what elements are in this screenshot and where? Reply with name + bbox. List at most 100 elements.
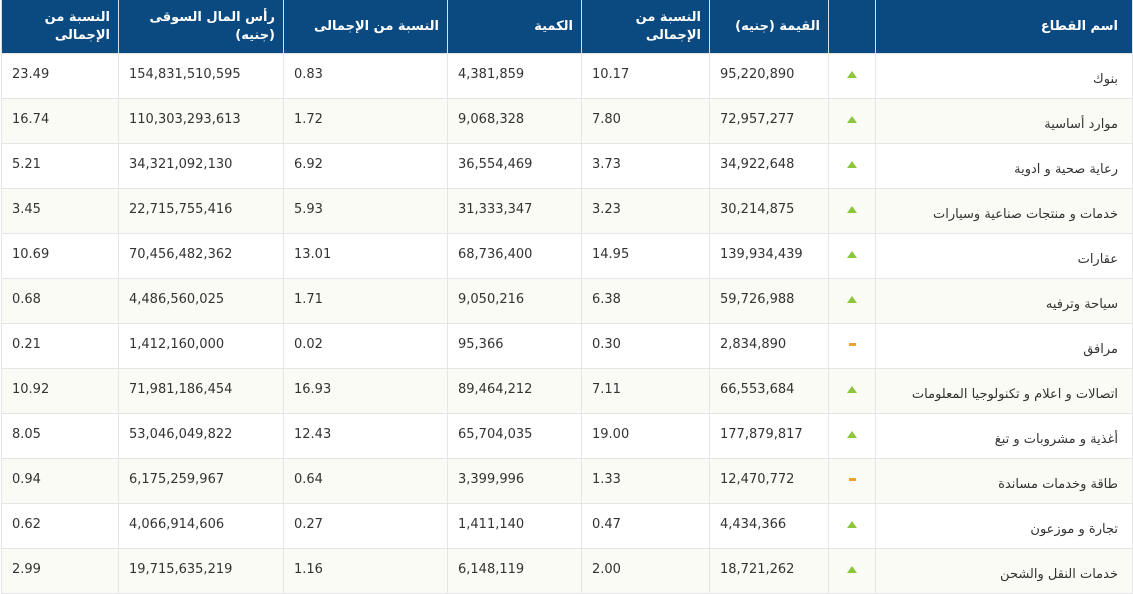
header-market-cap[interactable]: رأس المال السوقى (جنيه) [118, 0, 284, 54]
up-arrow-icon [847, 115, 857, 123]
up-arrow-icon [847, 520, 857, 528]
trend-cell [828, 53, 876, 99]
quantity-cell: 9,050,216 [447, 278, 582, 324]
table-row[interactable]: طاقة وخدمات مساندة 12,470,772 1.33 3,399,99… [1, 458, 1133, 504]
up-arrow-icon [847, 295, 857, 303]
value-cell: 2,834,890 [709, 323, 829, 369]
table-row[interactable]: بنوك 95,220,890 10.17 4,381,859 0.83 154,831,… [1, 53, 1133, 99]
quantity-cell: 31,333,347 [447, 188, 582, 234]
quantity-pct-cell: 12.43 [283, 413, 448, 459]
value-pct-cell: 2.00 [581, 548, 710, 594]
quantity-pct-cell: 1.72 [283, 98, 448, 144]
value-cell: 12,470,772 [709, 458, 829, 504]
table-row[interactable]: سياحة وترفيه 59,726,988 6.38 9,050,216 1.71 4… [1, 278, 1133, 324]
sector-name-cell[interactable]: موارد أساسية [875, 98, 1133, 144]
value-pct-cell: 10.17 [581, 53, 710, 99]
table-row[interactable]: عقارات 139,934,439 14.95 68,736,400 13.01 70,… [1, 233, 1133, 279]
header-value-pct[interactable]: النسبة من الإجمالى [581, 0, 710, 54]
quantity-cell: 3,399,996 [447, 458, 582, 504]
sector-name-cell[interactable]: أغذية و مشروبات و تبغ [875, 413, 1133, 459]
sector-name-cell[interactable]: اتصالات و اعلام و تكنولوجيا المعلومات [875, 368, 1133, 414]
sector-name-cell[interactable]: طاقة وخدمات مساندة [875, 458, 1133, 504]
market-cap-pct-cell: 2.99 [1, 548, 119, 594]
up-arrow-icon [847, 70, 857, 78]
value-pct-cell: 14.95 [581, 233, 710, 279]
value-cell: 4,434,366 [709, 503, 829, 549]
header-quantity-pct[interactable]: النسبة من الإجمالى [283, 0, 448, 54]
table-row[interactable]: خدمات و منتجات صناعية وسيارات 30,214,875 3… [1, 188, 1133, 234]
flat-dash-icon [848, 477, 856, 481]
table-row[interactable]: تجارة و موزعون 4,434,366 0.47 1,411,140 0.27… [1, 503, 1133, 549]
value-pct-cell: 7.11 [581, 368, 710, 414]
market-cap-cell: 1,412,160,000 [118, 323, 284, 369]
table-row[interactable]: رعاية صحية و ادوية 34,922,648 3.73 36,554,4… [1, 143, 1133, 189]
value-cell: 18,721,262 [709, 548, 829, 594]
quantity-cell: 9,068,328 [447, 98, 582, 144]
value-cell: 72,957,277 [709, 98, 829, 144]
flat-dash-icon [848, 342, 856, 346]
quantity-cell: 95,366 [447, 323, 582, 369]
market-cap-pct-cell: 8.05 [1, 413, 119, 459]
quantity-pct-cell: 0.83 [283, 53, 448, 99]
trend-cell [828, 278, 876, 324]
quantity-cell: 4,381,859 [447, 53, 582, 99]
sector-name-cell[interactable]: بنوك [875, 53, 1133, 99]
quantity-cell: 89,464,212 [447, 368, 582, 414]
trend-cell [828, 143, 876, 189]
quantity-pct-cell: 1.16 [283, 548, 448, 594]
market-cap-pct-cell: 5.21 [1, 143, 119, 189]
market-cap-cell: 4,066,914,606 [118, 503, 284, 549]
market-cap-cell: 19,715,635,219 [118, 548, 284, 594]
quantity-pct-cell: 0.64 [283, 458, 448, 504]
sector-name-cell[interactable]: مرافق [875, 323, 1133, 369]
market-cap-pct-cell: 0.94 [1, 458, 119, 504]
quantity-pct-cell: 6.92 [283, 143, 448, 189]
sector-name-cell[interactable]: خدمات النقل والشحن [875, 548, 1133, 594]
table-row[interactable]: أغذية و مشروبات و تبغ 177,879,817 19.00 65,… [1, 413, 1133, 459]
table-row[interactable]: مرافق 2,834,890 0.30 95,366 0.02 1,412,160,00… [1, 323, 1133, 369]
up-arrow-icon [847, 160, 857, 168]
header-value[interactable]: القيمة (جنيه) [709, 0, 829, 54]
sector-name-cell[interactable]: خدمات و منتجات صناعية وسيارات [875, 188, 1133, 234]
value-pct-cell: 1.33 [581, 458, 710, 504]
up-arrow-icon [847, 430, 857, 438]
market-cap-cell: 71,981,186,454 [118, 368, 284, 414]
trend-cell [828, 458, 876, 504]
quantity-cell: 1,411,140 [447, 503, 582, 549]
value-pct-cell: 3.73 [581, 143, 710, 189]
market-cap-cell: 70,456,482,362 [118, 233, 284, 279]
up-arrow-icon [847, 205, 857, 213]
value-cell: 66,553,684 [709, 368, 829, 414]
table-row[interactable]: خدمات النقل والشحن 18,721,262 2.00 6,148,11… [1, 548, 1133, 594]
up-arrow-icon [847, 385, 857, 393]
trend-cell [828, 413, 876, 459]
up-arrow-icon [847, 250, 857, 258]
header-market-cap-pct[interactable]: النسبة من الإجمالى [1, 0, 119, 54]
quantity-cell: 68,736,400 [447, 233, 582, 279]
market-cap-pct-cell: 0.21 [1, 323, 119, 369]
market-cap-cell: 34,321,092,130 [118, 143, 284, 189]
quantity-cell: 36,554,469 [447, 143, 582, 189]
sector-name-cell[interactable]: سياحة وترفيه [875, 278, 1133, 324]
sector-name-cell[interactable]: تجارة و موزعون [875, 503, 1133, 549]
market-cap-cell: 110,303,293,613 [118, 98, 284, 144]
header-sector[interactable]: اسم القطاع [875, 0, 1133, 54]
sector-name-cell[interactable]: عقارات [875, 233, 1133, 279]
trend-cell [828, 548, 876, 594]
market-cap-pct-cell: 10.69 [1, 233, 119, 279]
table-row[interactable]: اتصالات و اعلام و تكنولوجيا المعلومات 66,… [1, 368, 1133, 414]
quantity-cell: 6,148,119 [447, 548, 582, 594]
market-cap-cell: 22,715,755,416 [118, 188, 284, 234]
market-cap-cell: 6,175,259,967 [118, 458, 284, 504]
value-pct-cell: 7.80 [581, 98, 710, 144]
market-cap-pct-cell: 0.68 [1, 278, 119, 324]
trend-cell [828, 98, 876, 144]
table-body: بنوك 95,220,890 10.17 4,381,859 0.83 154,831,… [1, 53, 1133, 594]
quantity-pct-cell: 16.93 [283, 368, 448, 414]
table-row[interactable]: موارد أساسية 72,957,277 7.80 9,068,328 1.72 1… [1, 98, 1133, 144]
sector-name-cell[interactable]: رعاية صحية و ادوية [875, 143, 1133, 189]
quantity-pct-cell: 0.27 [283, 503, 448, 549]
header-quantity[interactable]: الكمية [447, 0, 582, 54]
